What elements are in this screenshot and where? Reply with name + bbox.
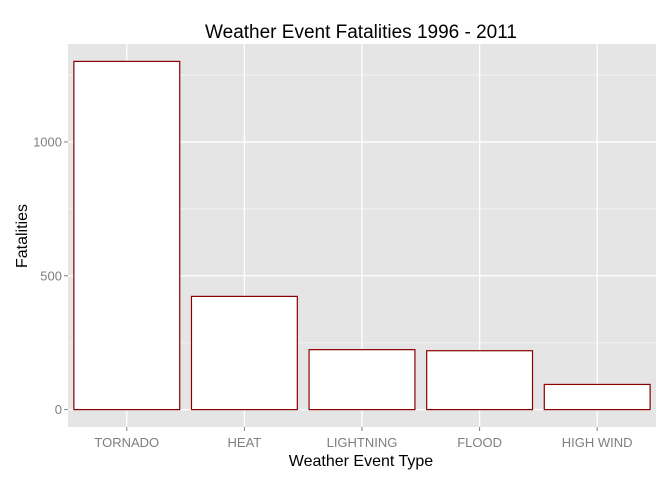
bar <box>543 383 651 411</box>
bar <box>308 349 416 411</box>
y-tick-label: 500 <box>40 268 62 283</box>
x-tick-label: HEAT <box>228 435 262 450</box>
y-tick-label: 1000 <box>33 134 62 149</box>
y-axis: 0 500 1000 <box>33 134 68 417</box>
x-tick-label: LIGHTNING <box>327 435 398 450</box>
x-axis: TORNADO HEAT LIGHTNING FLOOD HIGH WIND <box>94 427 633 450</box>
x-axis-title: Weather Event Type <box>289 453 433 470</box>
x-tick-label: FLOOD <box>457 435 502 450</box>
bar <box>426 350 534 411</box>
y-tick-label: 0 <box>55 402 62 417</box>
chart-title: Weather Event Fatalities 1996 - 2011 <box>205 22 517 43</box>
bar <box>190 295 298 411</box>
y-axis-title: Fatalities <box>14 204 31 268</box>
bars <box>73 60 651 411</box>
bar <box>73 60 181 411</box>
x-tick-label: TORNADO <box>94 435 159 450</box>
x-tick-label: HIGH WIND <box>562 435 633 450</box>
